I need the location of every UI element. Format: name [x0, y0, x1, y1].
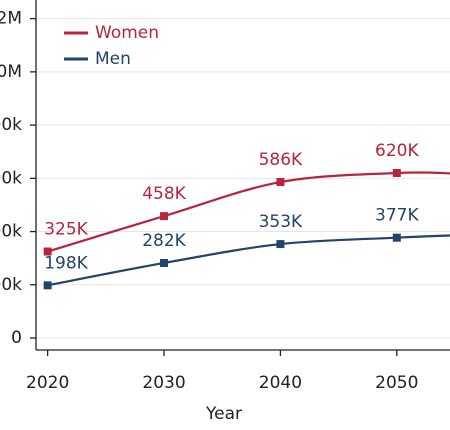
x-tick-label: 2050 — [375, 373, 418, 393]
data-label: 198K — [44, 253, 88, 273]
point-marker — [392, 233, 401, 242]
data-label: 282K — [142, 231, 186, 251]
point-marker — [392, 169, 401, 178]
y-tick-label: 400k — [0, 222, 22, 242]
point-marker — [160, 212, 169, 221]
data-label: 353K — [259, 212, 303, 232]
y-tick-label: 1.2M — [0, 9, 22, 29]
y-tick-label: 800k — [0, 115, 22, 135]
point-marker — [276, 178, 285, 187]
data-label: 325K — [44, 220, 88, 240]
data-label: 377K — [375, 206, 419, 226]
x-axis-label: Year — [205, 404, 242, 424]
x-tick-label: 2030 — [142, 373, 185, 393]
series-line — [47, 234, 450, 287]
plot-area — [43, 169, 450, 290]
y-tick-label: 200k — [0, 275, 22, 295]
point-marker — [276, 240, 285, 249]
y-tick-label: 0 — [11, 328, 22, 348]
data-label: 620K — [375, 141, 419, 161]
x-tick-label: 2020 — [26, 373, 69, 393]
data-label: 586K — [259, 150, 303, 170]
legend-label: Men — [95, 49, 131, 69]
point-marker — [160, 258, 169, 267]
legend-label: Women — [95, 23, 159, 43]
y-tick-label: 600k — [0, 168, 22, 188]
x-tick-label: 2040 — [259, 373, 302, 393]
series-line — [47, 171, 450, 253]
y-tick-label: 1.0M — [0, 62, 22, 82]
point-marker — [43, 247, 52, 256]
data-label: 458K — [142, 184, 186, 204]
point-marker — [43, 281, 52, 290]
